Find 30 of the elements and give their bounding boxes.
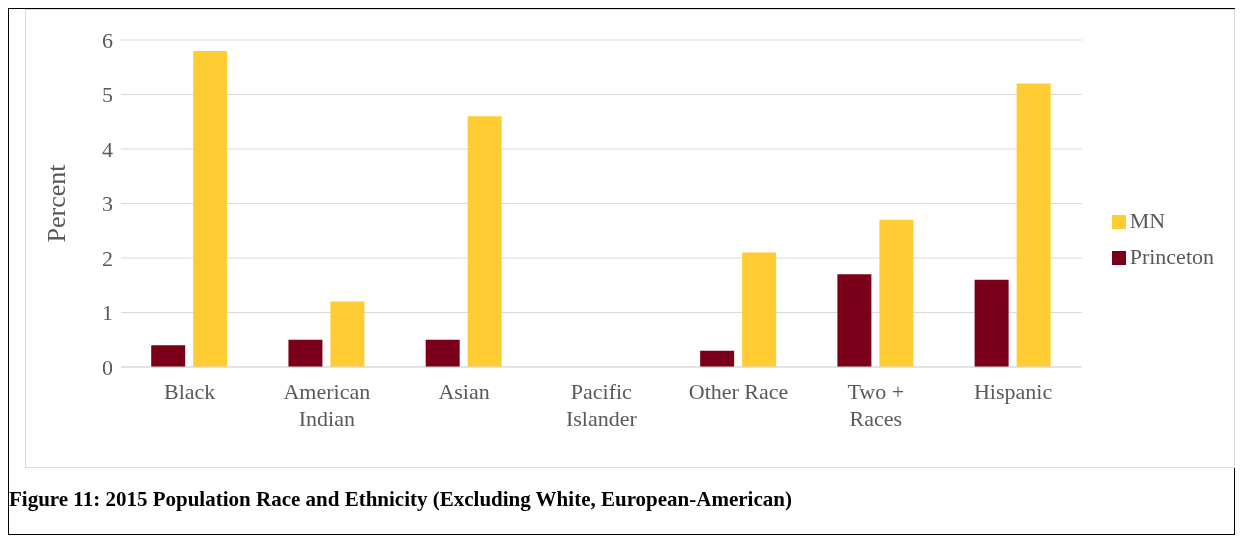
bar [700, 350, 735, 367]
bar [1016, 83, 1051, 367]
bar [425, 339, 460, 367]
bar [193, 50, 228, 367]
x-tick-label: American Indian [283, 379, 371, 431]
legend-label: MN [1129, 207, 1166, 233]
x-tick-label: Black [163, 379, 216, 404]
y-tick-label: 2 [102, 245, 113, 271]
legend-label: Princeton [1129, 243, 1214, 269]
y-axis-title: Percent [42, 163, 72, 243]
bar [467, 116, 502, 367]
bar [879, 219, 914, 367]
y-tick-label: 1 [102, 300, 113, 326]
y-tick-label: 5 [102, 82, 113, 108]
caption: Figure 11: 2015 Population Race and Ethnicity (Excluding White, European-American) [9, 487, 792, 512]
bar [151, 345, 186, 367]
y-tick-label: 3 [102, 191, 113, 217]
bar [837, 274, 872, 367]
bar [330, 301, 365, 367]
bar [974, 279, 1009, 367]
x-tick-label: Two + Races [847, 379, 905, 431]
bar [288, 339, 323, 367]
x-tick-label: Hispanic [973, 379, 1053, 404]
x-tick-label: Asian [438, 379, 490, 404]
y-tick-label: 4 [102, 136, 113, 162]
y-tick-label: 6 [102, 27, 113, 53]
x-tick-label: Pacific Islander [565, 379, 638, 431]
bar [742, 252, 777, 367]
y-tick-label: 0 [102, 354, 113, 380]
x-tick-label: Other Race [688, 379, 789, 404]
